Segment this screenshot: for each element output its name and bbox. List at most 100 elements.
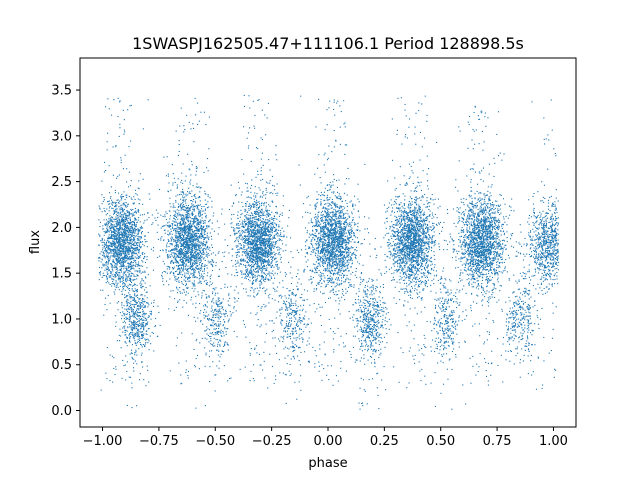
data-point xyxy=(194,246,196,248)
data-point xyxy=(262,225,264,227)
data-point xyxy=(122,211,124,213)
data-point xyxy=(142,128,144,130)
data-point xyxy=(206,242,208,244)
data-point xyxy=(265,189,267,191)
data-point xyxy=(127,217,129,219)
data-point xyxy=(131,255,133,257)
data-point xyxy=(201,230,203,232)
data-point xyxy=(129,229,131,231)
data-point xyxy=(199,282,201,284)
data-point xyxy=(176,228,178,230)
data-point xyxy=(138,188,140,190)
data-point xyxy=(124,154,126,156)
data-point xyxy=(175,239,177,241)
data-point xyxy=(275,242,277,244)
data-point xyxy=(200,187,202,189)
data-point xyxy=(107,98,109,100)
data-point xyxy=(119,228,121,230)
data-point xyxy=(265,243,267,245)
data-point xyxy=(185,214,187,216)
data-point xyxy=(243,259,245,261)
data-point xyxy=(119,247,121,249)
data-point xyxy=(118,235,120,237)
data-point xyxy=(180,259,182,261)
data-point xyxy=(117,245,119,247)
data-point xyxy=(130,263,132,265)
data-point xyxy=(130,250,132,252)
data-point xyxy=(160,227,162,229)
data-point xyxy=(116,246,118,248)
data-point xyxy=(183,200,185,202)
data-point xyxy=(122,359,124,361)
data-point xyxy=(236,232,238,234)
data-point xyxy=(257,249,259,251)
data-point xyxy=(259,244,261,246)
data-point xyxy=(265,210,267,212)
data-point xyxy=(124,199,126,201)
data-point xyxy=(196,206,198,208)
data-point xyxy=(193,239,195,241)
data-point xyxy=(268,236,270,238)
data-point xyxy=(196,183,198,185)
data-point xyxy=(125,206,127,208)
data-point xyxy=(241,260,243,262)
data-point xyxy=(266,273,268,275)
data-point xyxy=(130,240,132,242)
data-point xyxy=(254,236,256,238)
data-point xyxy=(168,221,170,223)
data-point xyxy=(194,217,196,219)
data-point xyxy=(250,290,252,292)
data-point xyxy=(211,238,213,240)
data-point xyxy=(242,226,244,228)
data-point xyxy=(248,256,250,258)
data-point xyxy=(258,248,260,250)
data-point xyxy=(256,236,258,238)
data-point xyxy=(101,194,103,196)
data-point xyxy=(101,241,103,243)
data-point xyxy=(190,249,192,251)
data-point xyxy=(192,262,194,264)
data-point xyxy=(175,195,177,197)
data-point xyxy=(258,232,260,234)
data-point xyxy=(169,224,171,226)
data-point xyxy=(122,264,124,266)
data-point xyxy=(118,240,120,242)
data-point xyxy=(246,252,248,254)
data-point xyxy=(107,273,109,275)
data-point xyxy=(274,245,276,247)
data-point xyxy=(175,221,177,223)
data-point xyxy=(209,232,211,234)
data-point xyxy=(196,235,198,237)
data-point xyxy=(268,239,270,241)
data-point xyxy=(118,289,120,291)
data-point xyxy=(278,267,280,269)
data-point xyxy=(170,272,172,274)
data-point xyxy=(128,222,130,224)
data-point xyxy=(143,222,145,224)
data-point xyxy=(104,244,106,246)
data-point xyxy=(118,224,120,226)
data-point xyxy=(118,279,120,281)
data-point xyxy=(205,241,207,243)
data-point xyxy=(122,216,124,218)
data-point xyxy=(121,248,123,250)
data-point xyxy=(251,244,253,246)
data-point xyxy=(139,270,141,272)
data-point xyxy=(239,216,241,218)
data-point xyxy=(273,246,275,248)
data-point xyxy=(266,210,268,212)
data-point xyxy=(116,245,118,247)
data-point xyxy=(135,259,137,261)
data-point xyxy=(186,250,188,252)
data-point xyxy=(268,220,270,222)
data-point xyxy=(170,271,172,273)
data-point xyxy=(122,235,124,237)
data-point xyxy=(112,256,114,258)
data-point xyxy=(107,263,109,265)
data-point xyxy=(180,224,182,226)
data-point xyxy=(107,267,109,269)
data-point xyxy=(203,236,205,238)
data-point xyxy=(109,218,111,220)
data-point xyxy=(275,242,277,244)
data-point xyxy=(239,368,241,370)
